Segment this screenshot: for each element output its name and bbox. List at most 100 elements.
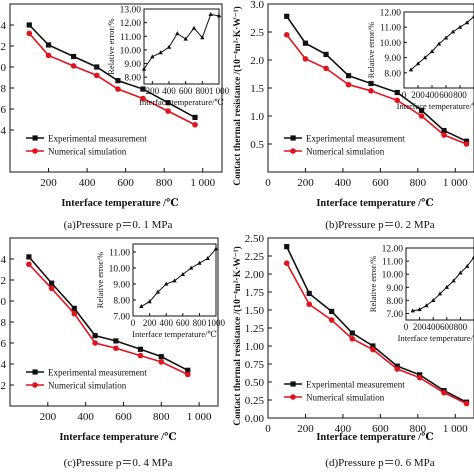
y-tick-label: 0.75	[245, 359, 265, 371]
inset-x-tick-label: 200	[143, 318, 157, 328]
y-tick-label: 1.2	[0, 275, 6, 287]
inset-x-tick-label: 0	[402, 90, 407, 100]
y-tick-label: 2.50	[245, 233, 265, 245]
x-tick-label: 400	[79, 177, 96, 189]
x-tick-label: 0	[265, 423, 271, 435]
x-tick-label: 800	[156, 177, 173, 189]
inset-data-point	[175, 31, 180, 36]
data-point-simulation	[416, 374, 423, 381]
data-point-experimental	[417, 372, 423, 378]
data-point-experimental	[26, 22, 32, 28]
series-line-simulation	[28, 32, 196, 126]
inset-data-point	[208, 12, 213, 17]
x-tick-label: 200	[297, 177, 314, 189]
data-point-experimental	[441, 127, 447, 134]
data-point-experimental	[94, 64, 100, 70]
y-tick-label: 0.8	[0, 317, 7, 329]
data-point-simulation	[368, 88, 374, 94]
inset-data-point	[166, 44, 172, 49]
inset-y-tick-label: 8.00	[386, 297, 403, 307]
series-line-experimental	[28, 256, 189, 372]
x-tick-label: 200	[40, 177, 57, 189]
data-point-experimental	[137, 346, 144, 352]
y-tick-label: 1.0	[0, 296, 7, 308]
data-point-experimental	[165, 100, 171, 106]
data-point-simulation	[323, 65, 329, 72]
x-tick-label: 200	[40, 411, 57, 423]
data-point-simulation	[26, 30, 33, 37]
inset-y-tick-label: 7.00	[113, 313, 130, 323]
inset-x-tick-label: 200	[411, 90, 425, 100]
data-point-simulation	[349, 336, 356, 342]
data-point-experimental	[71, 53, 77, 60]
inset-y-tick-label: 9.00	[113, 281, 130, 291]
data-point-experimental	[418, 107, 425, 113]
inset-x-tick-label: 0	[404, 322, 409, 332]
y-axis-label: Contact thermal resistance /(10⁻⁴m²·K·W⁻…	[232, 6, 243, 186]
legend-label: Experimental measurement	[306, 380, 405, 390]
inset-y-tick-label: 9.00	[384, 54, 401, 64]
data-point-simulation	[302, 56, 309, 62]
inset-data-point	[465, 263, 470, 268]
inset-x-tick-label: 800	[454, 322, 468, 332]
legend-marker-square	[32, 369, 38, 375]
data-point-experimental	[306, 290, 312, 297]
inset-y-tick-label: 12.00	[120, 19, 142, 29]
data-point-simulation	[140, 95, 146, 102]
data-point-simulation	[394, 97, 401, 104]
inset-frame	[405, 247, 474, 321]
y-tick-label: 0.8	[0, 83, 7, 95]
inset-y-axis-label: Relative error/%	[106, 18, 116, 74]
data-point-experimental	[302, 40, 309, 46]
data-point-simulation	[165, 108, 171, 114]
data-point-experimental	[45, 42, 52, 48]
inset-frame	[143, 8, 220, 85]
data-point-simulation	[113, 345, 119, 352]
y-tick-label: 0.00	[245, 413, 265, 425]
inset-y-tick-label: 8.00	[113, 297, 130, 307]
inset-chart: 7.00 8.00 9.00 10.00 11.00 12.00 0 200 400 600 800…	[368, 245, 474, 343]
inset-y-axis-label: Relative error/%	[95, 252, 105, 308]
inset-data-point	[150, 54, 155, 59]
inset-data-point	[197, 260, 202, 265]
y-tick-label: 1.5	[250, 83, 264, 95]
inset-y-tick-label: 13.00	[120, 6, 142, 16]
inset-data-point	[450, 29, 456, 34]
x-tick-label: 800	[410, 423, 427, 435]
x-tick-label: 1 000	[443, 423, 468, 435]
inset-x-tick-label: 800	[453, 90, 467, 100]
y-tick-label: 1.50	[245, 305, 265, 317]
data-point-experimental	[185, 367, 191, 373]
data-point-simulation	[115, 86, 121, 92]
inset-data-point	[180, 272, 185, 276]
x-tick-label: 400	[335, 177, 352, 189]
x-axis-label: Interface temperature /℃	[316, 198, 434, 209]
data-point-simulation	[306, 301, 313, 308]
inset-data-point	[457, 24, 463, 29]
data-point-simulation	[463, 141, 470, 147]
data-point-experimental	[349, 330, 355, 336]
y-tick-label: 0.5	[250, 139, 264, 151]
inset-x-axis-label: Interface temperature/℃	[139, 97, 224, 107]
inset-series-line	[143, 13, 220, 70]
inset-x-tick-label: 800	[196, 86, 210, 96]
inset-data-point	[213, 246, 219, 251]
x-axis-label: Interface temperature /℃	[316, 432, 434, 443]
legend-marker-circle	[32, 382, 38, 388]
data-point-experimental	[192, 114, 198, 120]
data-point-simulation	[48, 285, 55, 292]
legend-marker-square	[290, 135, 296, 141]
data-point-simulation	[370, 346, 376, 353]
inset-data-point	[436, 41, 442, 46]
inset-x-tick-label: 200	[413, 322, 427, 332]
data-point-simulation	[137, 352, 144, 359]
data-point-simulation	[328, 317, 335, 323]
data-point-experimental	[71, 305, 77, 311]
inset-x-tick-label: 600	[179, 86, 193, 96]
y-tick-label: 0.2	[0, 380, 6, 392]
inset-data-point	[437, 291, 443, 296]
data-point-simulation	[394, 366, 401, 372]
panel-caption: (d)Pressure p＝0. 6 MPa	[325, 457, 434, 469]
inset-series-line	[410, 16, 474, 71]
